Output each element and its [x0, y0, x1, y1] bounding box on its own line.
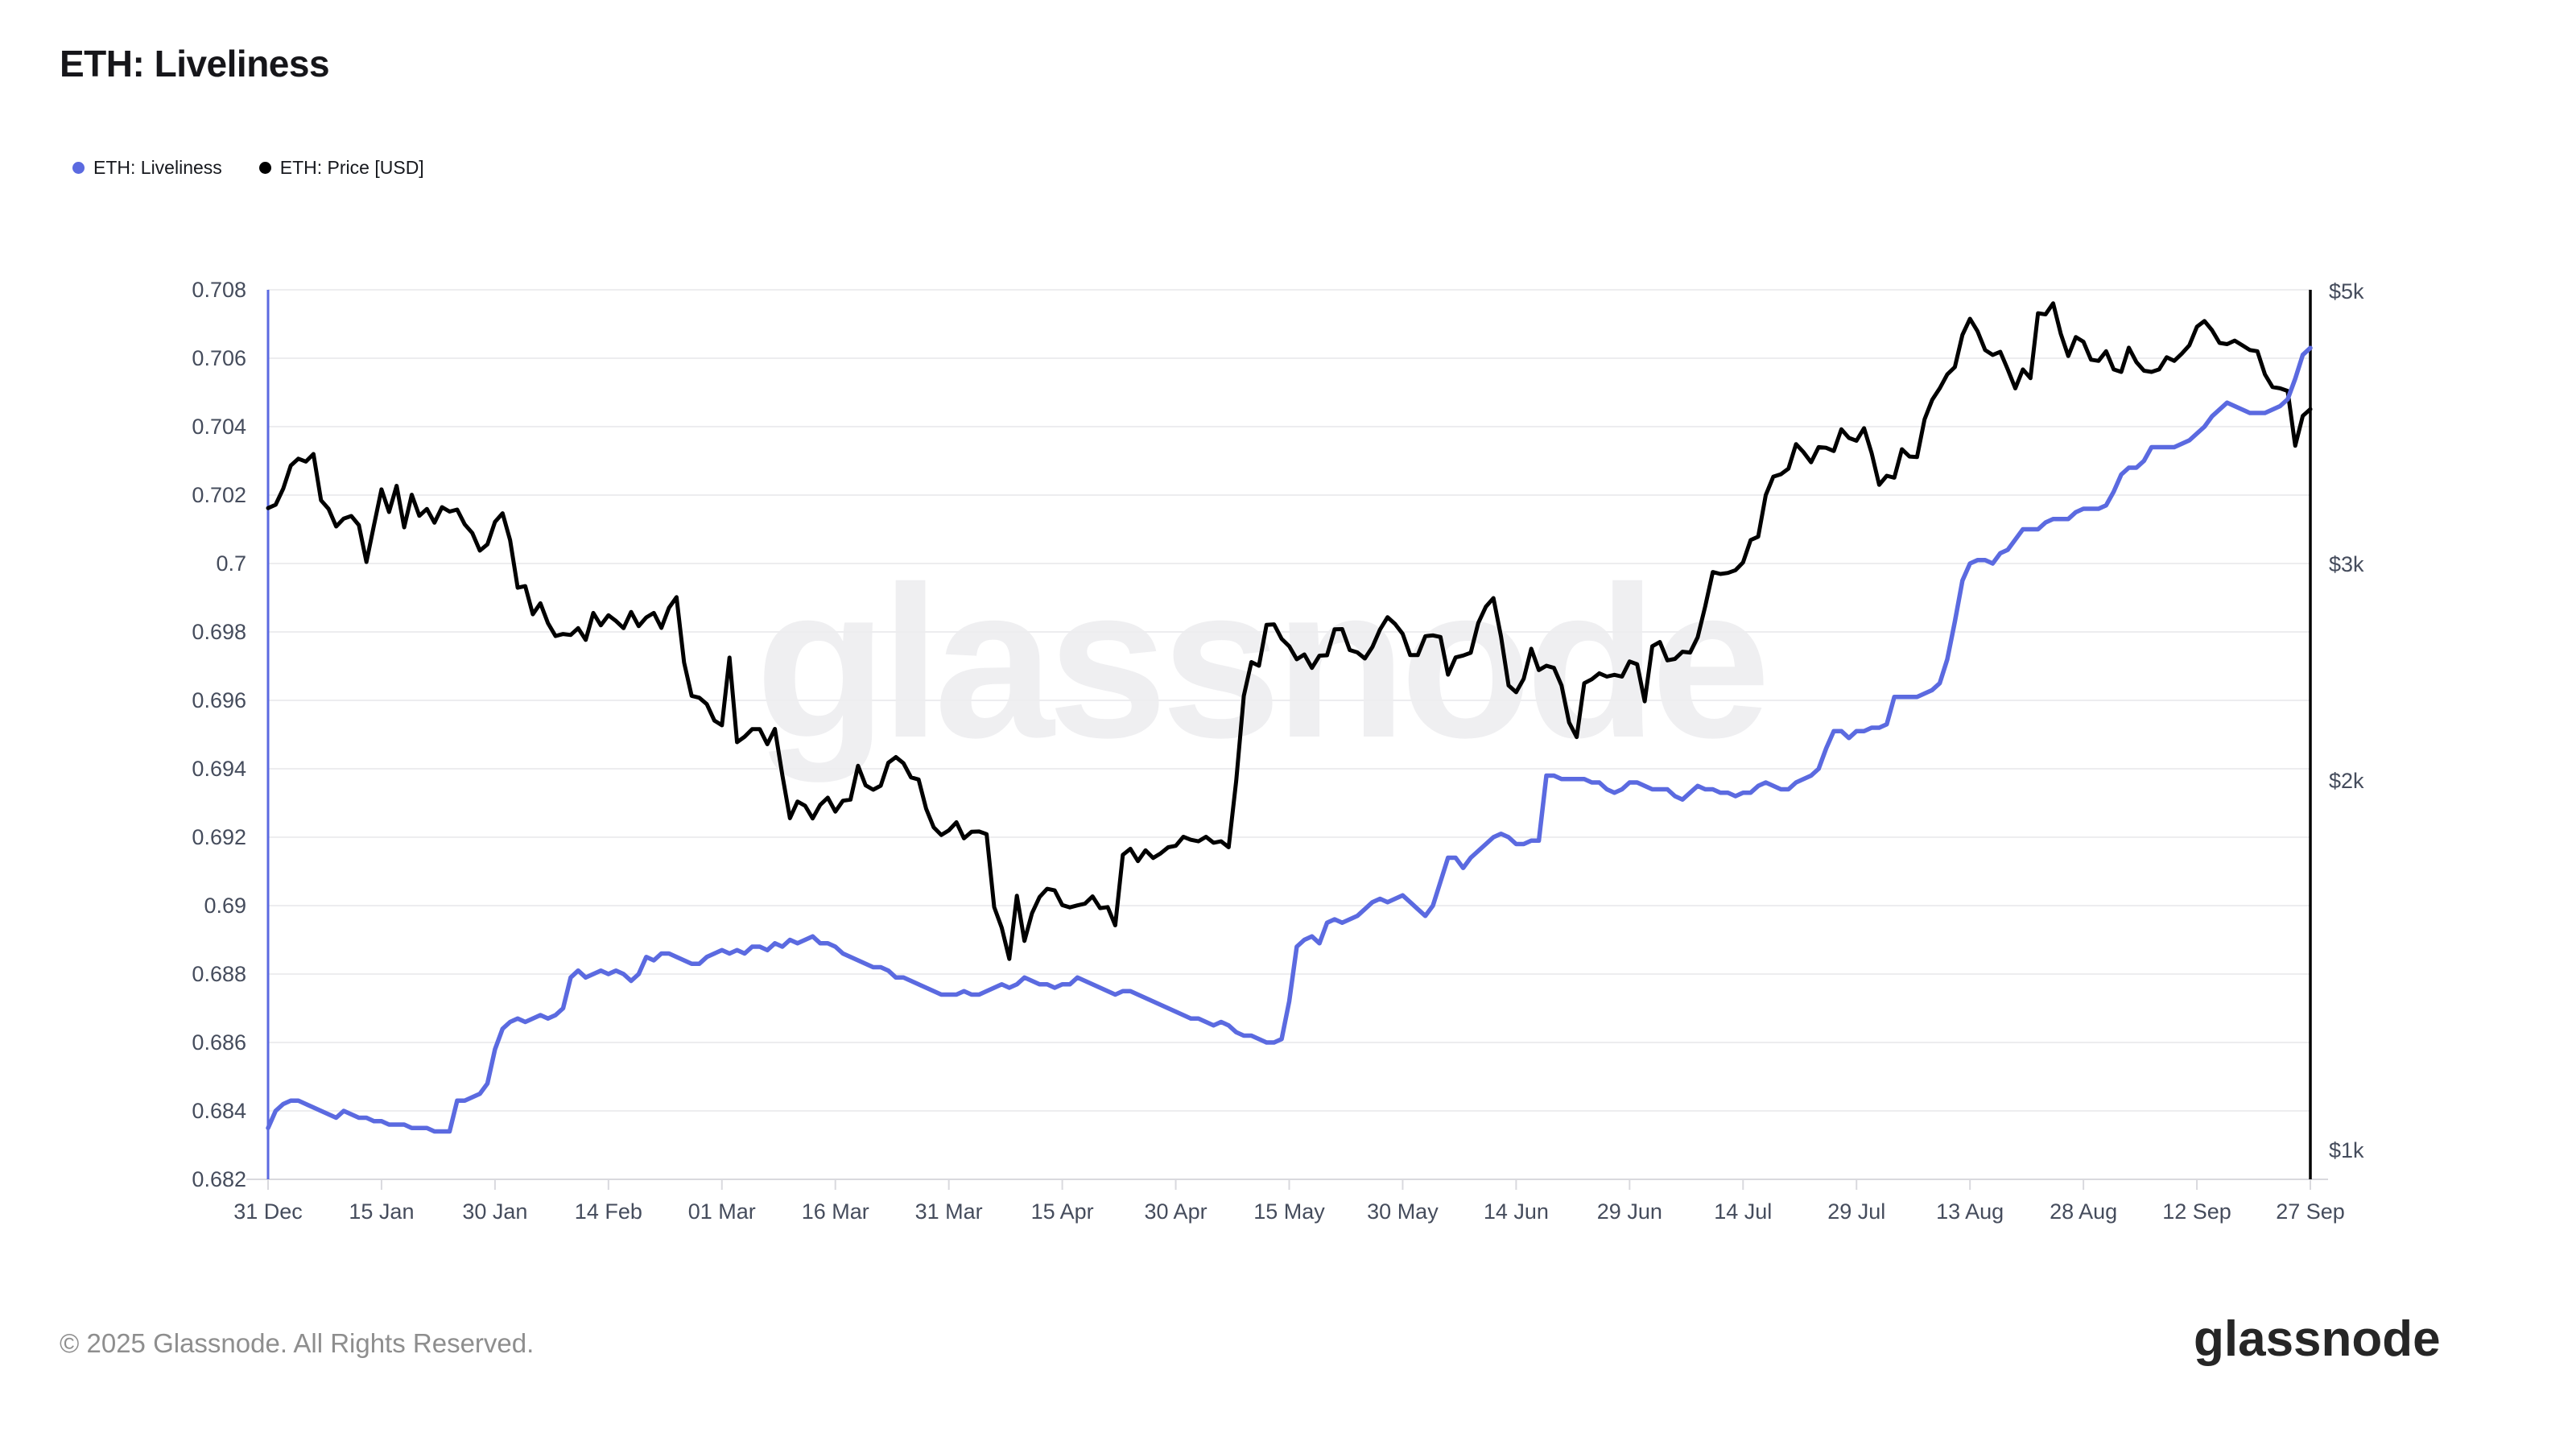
price-line [266, 301, 2313, 961]
legend-item-liveliness[interactable]: ETH: Liveliness [72, 157, 222, 179]
x-axis-tick-label: 14 Jun [1483, 1199, 1549, 1224]
x-axis-tick-label: 15 May [1253, 1199, 1325, 1224]
x-axis-tick-label: 31 Dec [233, 1199, 303, 1224]
left-axis-tick-label: 0.696 [192, 688, 246, 712]
copyright-text: © 2025 Glassnode. All Rights Reserved. [60, 1328, 535, 1358]
x-axis-tick-label: 30 May [1367, 1199, 1439, 1224]
x-axis-tick-label: 28 Aug [2050, 1199, 2118, 1224]
x-axis-tick-label: 15 Jan [349, 1199, 415, 1224]
left-axis-tick-label: 0.708 [192, 278, 246, 302]
x-axis-tick-label: 16 Mar [801, 1199, 869, 1224]
x-axis-tick-label: 14 Jul [1714, 1199, 1773, 1224]
left-axis-tick-label: 0.704 [192, 415, 246, 439]
page-title: ETH: Liveliness [60, 43, 330, 85]
legend-label: ETH: Liveliness [93, 157, 222, 178]
x-axis-tick-label: 30 Apr [1144, 1199, 1208, 1224]
x-axis-tick-label: 27 Sep [2276, 1199, 2345, 1224]
left-axis-tick-label: 0.686 [192, 1030, 246, 1055]
chart-svg[interactable] [246, 289, 2328, 1190]
right-axis-tick-label: $1k [2329, 1138, 2364, 1163]
left-axis-tick-label: 0.692 [192, 825, 246, 849]
left-axis-tick-label: 0.69 [204, 894, 246, 918]
liveliness-line [266, 345, 2313, 1134]
left-axis-tick-label: 0.706 [192, 346, 246, 370]
price-series-dot-icon [258, 162, 271, 174]
legend-item-price[interactable]: ETH: Price [USD] [258, 157, 424, 179]
left-axis-tick-label: 0.698 [192, 620, 246, 644]
left-axis-tick-label: 0.688 [192, 962, 246, 986]
glassnode-watermark: glassnode [755, 541, 1770, 782]
left-axis-tick-label: 0.694 [192, 757, 246, 781]
right-axis-tick-label: $5k [2329, 279, 2364, 303]
glassnode-logo: glassnode [2194, 1311, 2441, 1367]
left-axis-tick-label: 0.684 [192, 1099, 246, 1123]
left-axis-tick-label: 0.7 [216, 551, 246, 576]
right-axis-tick-label: $2k [2329, 768, 2364, 793]
x-axis-tick-label: 31 Mar [914, 1199, 983, 1224]
x-axis-tick-label: 15 Apr [1030, 1199, 1094, 1224]
x-axis-tick-label: 29 Jul [1827, 1199, 1886, 1224]
liveliness-series-dot-icon [72, 162, 85, 174]
x-axis-tick-label: 29 Jun [1596, 1199, 1662, 1224]
legend-label: ETH: Price [USD] [279, 157, 424, 178]
legend: ETH: Liveliness ETH: Price [USD] [72, 157, 424, 179]
left-axis-tick-label: 0.702 [192, 483, 246, 507]
right-axis-tick-label: $3k [2329, 551, 2364, 576]
x-axis-tick-label: 12 Sep [2162, 1199, 2231, 1224]
x-axis-tick-label: 30 Jan [462, 1199, 528, 1224]
x-axis-tick-label: 13 Aug [1936, 1199, 2004, 1224]
x-axis-tick-label: 01 Mar [687, 1199, 756, 1224]
x-axis-tick-label: 14 Feb [574, 1199, 642, 1224]
left-axis-tick-label: 0.682 [192, 1167, 246, 1191]
